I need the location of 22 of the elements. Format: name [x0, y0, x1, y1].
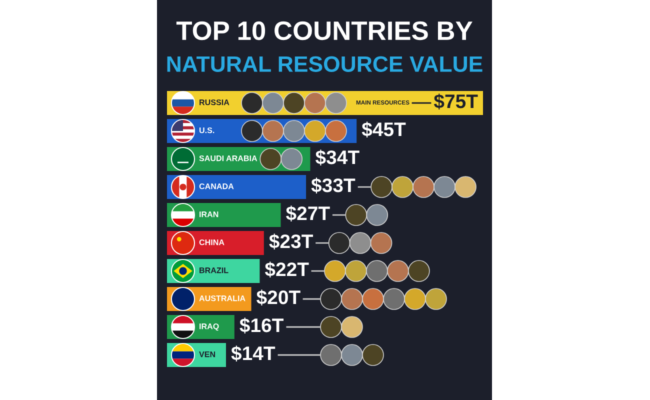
data-label: $14T	[231, 346, 276, 362]
data-label: $22T	[264, 262, 309, 278]
y-tick-label: SAUDI ARABIA	[199, 155, 258, 162]
y-tick-label: U.S.	[199, 127, 214, 134]
data-label: $16T	[240, 318, 284, 334]
data-label: $33T	[311, 178, 356, 194]
y-tick-label: RUSSIA	[200, 99, 230, 106]
data-label: $34T	[316, 150, 360, 166]
y-tick-label: IRAQ	[200, 323, 219, 331]
chart-subtitle: NATURAL RESOURCE VALUE	[167, 56, 482, 72]
data-label: $27T	[286, 206, 330, 222]
data-label: $75T	[434, 94, 478, 110]
y-tick-label: BRAZIL	[200, 268, 228, 274]
y-tick-label: AUSTRALIA	[199, 295, 246, 302]
y-tick-label: VEN	[199, 352, 216, 358]
y-tick-label: IRAN	[200, 212, 218, 218]
data-label: $23T	[269, 234, 314, 250]
data-label: $45T	[362, 122, 406, 138]
y-tick-label: CANADA	[199, 183, 234, 190]
y-tick-label: CHINA	[199, 239, 224, 246]
chart-title: TOP 10 COUNTRIES BY	[176, 21, 472, 40]
data-label: $20T	[256, 290, 300, 306]
